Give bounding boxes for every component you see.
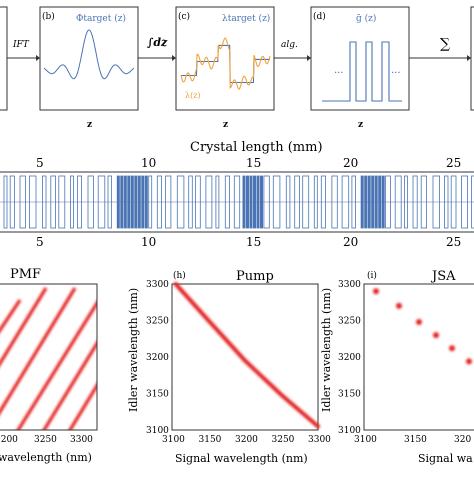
arrow-integral-head — [172, 55, 176, 61]
arrow-sum-head — [467, 55, 471, 61]
panel-d-formula: g̃ (z) — [356, 13, 376, 24]
panel-e-frame — [470, 6, 474, 111]
panel-b-tag: (b) — [42, 11, 55, 22]
panel-i-ytick: 3150 — [338, 390, 361, 400]
jsa-dot — [416, 319, 422, 325]
panel-c-formula: λtarget (z) — [222, 13, 270, 24]
panel-h-xtick: 3150 — [199, 435, 222, 445]
panel-i-yticks: 3300 3250 3200 3150 3100 — [338, 280, 361, 436]
panel-i-xlabel: Signal wa — [418, 452, 473, 465]
panel-b-sinc-curve — [43, 29, 135, 80]
panel-a-frame — [0, 6, 8, 111]
crystal-tick-top-10: 10 — [141, 156, 156, 170]
crystal-tick-top-20: 20 — [343, 156, 358, 170]
pmf-stripe — [0, 287, 48, 367]
panel-g-xtick: 3300 — [70, 435, 93, 445]
arrow-integral-label: ∫dz — [147, 36, 168, 49]
panel-i-ylabel: Idler wavelength (nm) — [320, 288, 333, 412]
panel-h-ytick: 3100 — [146, 426, 169, 436]
panel-i-xticks: 3100 3150 320 — [354, 435, 471, 445]
crystal-tick-bottom-10: 10 — [141, 235, 156, 249]
pmf-stripe — [16, 300, 97, 430]
panel-i-xtick: 320 — [454, 435, 471, 445]
panel-d-pulse-train — [322, 41, 402, 102]
panel-d-dots-right: ··· — [391, 68, 401, 79]
panel-i-title: JSA — [430, 269, 456, 284]
panel-h-ytick: 3200 — [146, 353, 169, 363]
panel-h-frame — [171, 283, 319, 431]
pump-band — [173, 282, 320, 429]
pmf-stripe — [0, 287, 77, 415]
panel-i: (i) JSA 3100 3150 320 33003250320031503100… — [320, 269, 474, 465]
panel-c-lambda-label: λ(z) — [185, 91, 201, 100]
panel-g-xtick: 3200 — [0, 435, 18, 445]
crystal-tick-bottom-15: 15 — [246, 235, 261, 249]
panel-h-ytick: 3250 — [146, 317, 169, 327]
crystal-tick-top-25: 25 — [446, 156, 461, 170]
arrow-alg-label: alg. — [281, 40, 298, 50]
panel-g-xtick: 3250 — [34, 435, 57, 445]
panel-d-tag: (d) — [313, 11, 326, 22]
panel-g-frame — [0, 283, 98, 431]
pipeline-row: IFT (b) Φtarget (z) z ∫dz (c) λtarget (z… — [0, 6, 474, 130]
arrow-sum-label: ∑ — [440, 36, 450, 52]
panel-i-xtick: 3150 — [404, 435, 427, 445]
panel-c-tag: (c) — [178, 11, 190, 22]
pmf-stripe — [0, 299, 22, 333]
panel-h-xtick: 3200 — [235, 435, 258, 445]
jsa-dot — [396, 302, 402, 309]
panel-g-title: PMF — [10, 267, 41, 282]
panel-h-ytick: 3300 — [146, 280, 169, 290]
panel-h-xtick: 3250 — [272, 435, 295, 445]
panel-g-stripes — [0, 287, 97, 430]
arrow-ift-head — [36, 55, 40, 61]
panel-g-xlabel: wavelength (nm) — [0, 451, 92, 464]
panel-h: (h) Pump 3100 3150 3200 3250 3300 3300 3250 32… — [127, 269, 331, 465]
panel-h-title: Pump — [236, 269, 274, 284]
panel-i-xtick: 3100 — [354, 435, 377, 445]
jsa-dot — [449, 345, 455, 352]
panel-d-dots-left: ··· — [334, 68, 344, 79]
panel-c-lambda-curve — [180, 37, 271, 90]
panel-i-ytick: 3100 — [338, 426, 361, 436]
panel-h-xticks: 3100 3150 3200 3250 3300 — [162, 435, 331, 445]
jsa-dots — [373, 288, 472, 365]
crystal-title: Crystal length (mm) — [190, 140, 323, 155]
panel-b-axis-label: z — [87, 120, 92, 130]
panel-i-ytick: 3300 — [338, 280, 361, 290]
panel-h-tag: (h) — [173, 270, 186, 281]
crystal-section: Crystal length (mm) 5 10 15 20 25 5 10 1… — [0, 140, 474, 249]
crystal-tick-top-15: 15 — [246, 156, 261, 170]
arrow-ift-label: IFT — [12, 40, 30, 50]
pmf-stripe — [68, 382, 97, 430]
panel-h-yticks: 3300 3250 3200 3150 3100 — [146, 280, 169, 436]
crystal-frame — [0, 171, 474, 233]
crystal-tick-bottom-20: 20 — [343, 235, 358, 249]
panel-h-xtick: 3300 — [308, 435, 331, 445]
panel-i-frame — [363, 283, 474, 431]
panel-g: PMF 3200 3250 3300 wavelength (nm) — [0, 267, 98, 464]
panel-i-ytick: 3200 — [338, 353, 361, 363]
panel-i-ytick: 3250 — [338, 317, 361, 327]
jsa-dot — [466, 358, 472, 365]
panel-c-axis-label: z — [223, 120, 228, 130]
crystal-tick-top-5: 5 — [36, 156, 44, 170]
panel-b-formula: Φtarget (z) — [76, 13, 126, 24]
jsa-dot — [433, 332, 439, 339]
jsa-dot — [373, 288, 379, 295]
panel-h-xtick: 3100 — [162, 435, 185, 445]
crystal-tick-bottom-25: 25 — [446, 235, 461, 249]
panel-i-tag: (i) — [367, 270, 377, 281]
arrow-alg-head — [307, 55, 311, 61]
panel-d-axis-label: z — [358, 120, 363, 130]
panel-h-xlabel: Signal wavelength (nm) — [175, 452, 308, 465]
pmf-stripe — [42, 340, 97, 430]
panel-h-ytick: 3150 — [146, 390, 169, 400]
panel-h-ylabel: Idler wavelength (nm) — [127, 288, 140, 412]
crystal-tick-bottom-5: 5 — [36, 235, 44, 249]
